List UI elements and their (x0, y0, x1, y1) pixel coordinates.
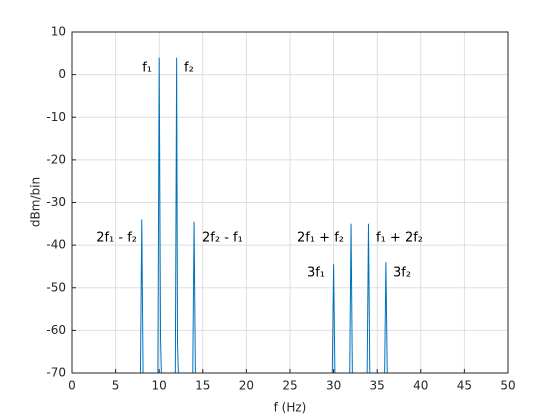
y-tick-label: -40 (46, 238, 66, 252)
x-tick-label: 25 (282, 379, 297, 393)
x-tick-label: 5 (112, 379, 120, 393)
y-tick-label: -10 (46, 110, 66, 124)
spectrum-line (139, 57, 388, 373)
y-tick-label: 10 (51, 25, 66, 39)
x-tick-label: 50 (500, 379, 515, 393)
y-tick-label: -60 (46, 323, 66, 337)
x-tick-label: 10 (152, 379, 167, 393)
annotation: 2f₁ - f₂ (96, 231, 137, 246)
x-tick-label: 0 (68, 379, 76, 393)
y-axis-label: dBm/bin (29, 177, 43, 227)
annotation: f₁ (142, 61, 152, 76)
y-tick-label: -20 (46, 152, 66, 166)
y-tick-label: -70 (46, 366, 66, 380)
annotation: 2f₁ + f₂ (297, 231, 344, 246)
annotation: f₁ + 2f₂ (376, 231, 423, 246)
x-axis-label: f (Hz) (274, 401, 307, 415)
annotation: 3f₂ (393, 266, 411, 281)
x-tick-label: 45 (457, 379, 472, 393)
annotation: f₂ (184, 61, 194, 76)
y-tick-label: -30 (46, 195, 66, 209)
x-tick-label: 35 (370, 379, 385, 393)
annotation: 3f₁ (307, 266, 325, 281)
x-tick-label: 40 (413, 379, 428, 393)
x-tick-label: 15 (195, 379, 210, 393)
y-tick-label: -50 (46, 280, 66, 294)
x-tick-label: 30 (326, 379, 341, 393)
y-tick-label: 0 (58, 67, 66, 81)
annotation: 2f₂ - f₁ (202, 231, 243, 246)
x-tick-label: 20 (239, 379, 254, 393)
